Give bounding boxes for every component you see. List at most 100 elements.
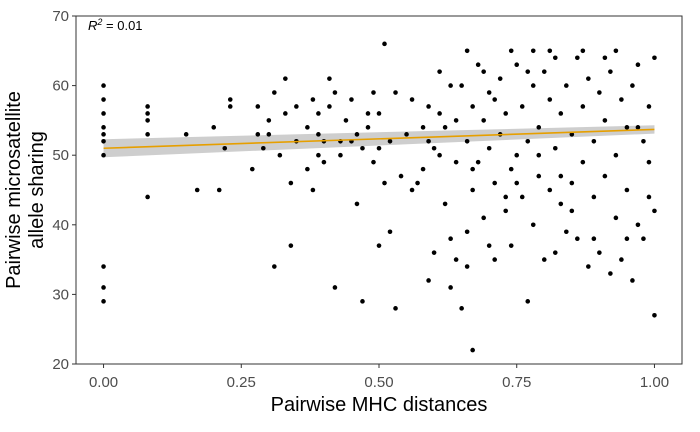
data-point [194, 187, 200, 193]
data-point [536, 152, 542, 158]
data-point [652, 208, 657, 214]
data-point [508, 48, 514, 54]
data-point [475, 62, 481, 68]
data-point [464, 264, 470, 269]
data-point [558, 201, 564, 207]
data-point [294, 104, 299, 109]
data-point [101, 97, 106, 102]
data-point [426, 278, 431, 283]
data-point [216, 187, 222, 193]
data-point [316, 152, 321, 158]
data-point [486, 145, 492, 151]
data-point [602, 173, 608, 179]
data-point [630, 278, 635, 283]
data-point [365, 125, 371, 130]
data-points-layer [101, 41, 657, 353]
x-tick-label: 0.75 [502, 374, 531, 391]
data-point [580, 104, 586, 109]
data-point [536, 125, 542, 130]
data-point [552, 145, 558, 151]
data-point [530, 222, 536, 228]
data-point [470, 166, 475, 172]
data-point [249, 166, 255, 172]
data-point [376, 145, 382, 151]
data-point [547, 48, 553, 54]
data-point [558, 111, 564, 116]
data-point [635, 125, 641, 130]
y-tick-label: 40 [52, 217, 69, 234]
data-point [211, 125, 217, 130]
data-point [261, 145, 266, 151]
data-point [552, 55, 558, 61]
y-tick-label: 60 [52, 78, 69, 95]
data-point [310, 187, 316, 193]
y-axis-title: Pairwise microsatelliteallele sharing [3, 91, 48, 289]
data-point [354, 132, 360, 137]
data-point [101, 138, 106, 144]
data-point [525, 138, 531, 144]
data-point [283, 111, 288, 116]
data-point [470, 347, 475, 353]
data-point [519, 104, 525, 109]
data-point [569, 208, 575, 214]
data-point [503, 208, 509, 214]
data-point [288, 243, 294, 248]
data-point [464, 48, 470, 54]
data-point [486, 90, 492, 95]
data-point [101, 299, 106, 304]
r-squared-annotation: R2 = 0.01 [88, 17, 143, 33]
data-point [459, 306, 464, 311]
data-point [288, 180, 294, 186]
data-point [580, 48, 586, 54]
data-point [338, 152, 343, 158]
y-tick-label: 30 [52, 286, 69, 303]
data-point [101, 152, 106, 158]
data-point [619, 257, 624, 262]
data-point [227, 104, 233, 109]
data-point [530, 48, 536, 54]
data-point [635, 222, 641, 228]
data-point [360, 299, 365, 304]
plot-panel-border [75, 15, 683, 365]
data-point [481, 118, 486, 123]
data-point [101, 83, 106, 88]
data-point [591, 194, 597, 200]
data-point [525, 299, 531, 304]
data-point [272, 90, 277, 95]
data-point [481, 69, 486, 74]
data-point [503, 194, 509, 200]
confidence-band [103, 125, 655, 158]
x-tick-label: 0.25 [227, 374, 256, 391]
data-point [525, 69, 531, 74]
data-point [597, 90, 602, 95]
data-point [393, 90, 398, 95]
data-point [305, 125, 310, 130]
data-point [101, 264, 106, 269]
data-point [101, 111, 106, 116]
data-point [481, 215, 486, 221]
data-point [453, 118, 459, 123]
trend-line [103, 128, 655, 150]
data-point [486, 243, 492, 248]
data-point [327, 76, 332, 81]
data-point [503, 111, 509, 116]
data-point [327, 104, 332, 109]
data-point [569, 132, 575, 137]
data-point [646, 194, 652, 200]
data-point [332, 285, 338, 290]
data-point [321, 159, 327, 165]
data-point [101, 285, 106, 290]
data-point [426, 104, 431, 109]
data-point [409, 187, 415, 193]
data-point [145, 194, 150, 200]
data-point [310, 97, 316, 102]
data-point [464, 138, 470, 144]
axes-layer: 0.00 0.25 0.50 0.75 1.00 20 30 40 50 60 70 [52, 8, 669, 391]
data-point [437, 152, 442, 158]
data-point [448, 83, 453, 88]
data-point [492, 180, 497, 186]
data-point [558, 173, 564, 179]
data-point [349, 97, 354, 102]
data-point [316, 132, 321, 137]
data-point [371, 90, 376, 95]
